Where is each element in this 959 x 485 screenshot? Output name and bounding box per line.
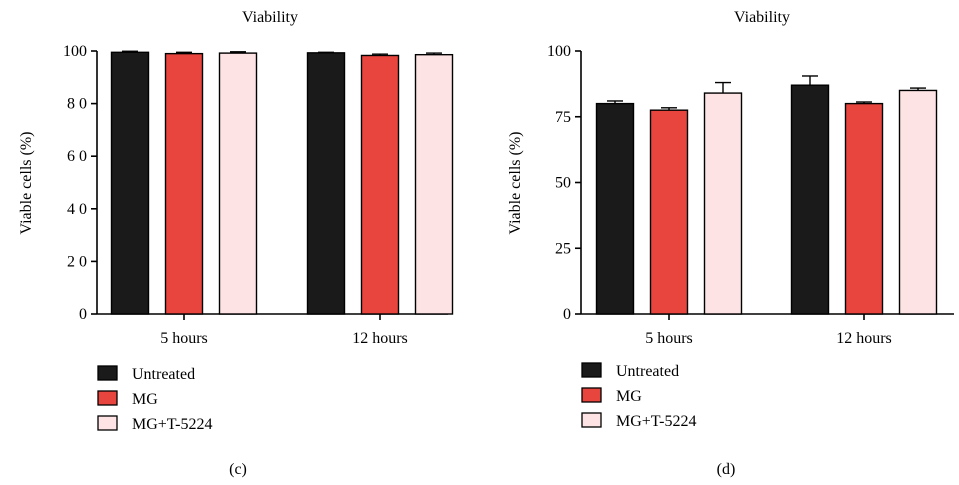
chart-panel-c: Viability Viable cells (%) 0 2 0 4 0 6 0 8 0… xyxy=(18,9,454,478)
y-axis-label: Viable cells (%) xyxy=(18,132,35,235)
legend-swatch xyxy=(97,365,118,381)
legend-label: MG+T-5224 xyxy=(132,416,212,433)
bar xyxy=(414,53,454,315)
chart-title: Viability xyxy=(734,9,790,26)
bar xyxy=(844,102,884,315)
y-tick-label: 2 0 xyxy=(67,253,87,270)
bar xyxy=(790,84,830,315)
y-tick-label: 4 0 xyxy=(67,201,87,218)
x-tick-label: 12 hours xyxy=(352,330,408,347)
bar xyxy=(218,52,258,315)
legend-label: Untreated xyxy=(616,363,679,380)
bars xyxy=(595,75,938,315)
legend-swatch xyxy=(97,390,118,406)
y-tick-label: 100 xyxy=(63,43,87,60)
axes: 0 25 50 75 100 5 hours 12 hours xyxy=(547,43,954,347)
legend-swatch xyxy=(581,387,602,403)
bar xyxy=(110,51,150,315)
bar xyxy=(360,54,400,315)
legend-label: MG xyxy=(616,388,642,405)
bar xyxy=(306,52,346,315)
legend-swatch xyxy=(581,362,602,378)
x-tick-label: 5 hours xyxy=(645,330,693,347)
legend-label: MG xyxy=(132,391,158,408)
legend: Untreated MG MG+T-5224 xyxy=(581,362,696,430)
y-tick-label: 6 0 xyxy=(67,148,87,165)
legend: Untreated MG MG+T-5224 xyxy=(97,365,212,433)
legend-swatch xyxy=(581,412,602,428)
x-tick-label: 12 hours xyxy=(836,330,892,347)
y-tick-label: 0 xyxy=(79,306,87,323)
y-tick-label: 25 xyxy=(555,240,571,257)
x-tick-label: 5 hours xyxy=(160,330,208,347)
bars xyxy=(110,50,454,315)
bar xyxy=(898,89,938,315)
legend-label: MG+T-5224 xyxy=(616,413,696,430)
y-tick-label: 75 xyxy=(555,109,571,126)
y-tick-label: 0 xyxy=(563,306,571,323)
bar xyxy=(595,102,635,315)
chart-title: Viability xyxy=(242,9,298,26)
y-tick-label: 8 0 xyxy=(67,96,87,113)
bar xyxy=(164,52,204,315)
chart-panel-d: Viability Viable cells (%) 0 25 50 75 100 5 h… xyxy=(507,9,954,478)
y-axis-label: Viable cells (%) xyxy=(507,132,524,235)
panel-label: (c) xyxy=(229,461,247,478)
y-tick-label: 100 xyxy=(547,43,571,60)
y-tick-label: 50 xyxy=(555,175,571,192)
panel-label: (d) xyxy=(717,461,736,478)
bar xyxy=(649,109,689,315)
legend-label: Untreated xyxy=(132,366,195,383)
axes: 0 2 0 4 0 6 0 8 0 100 5 hours 12 hours xyxy=(63,43,448,347)
legend-swatch xyxy=(97,415,118,431)
bar xyxy=(703,92,743,315)
